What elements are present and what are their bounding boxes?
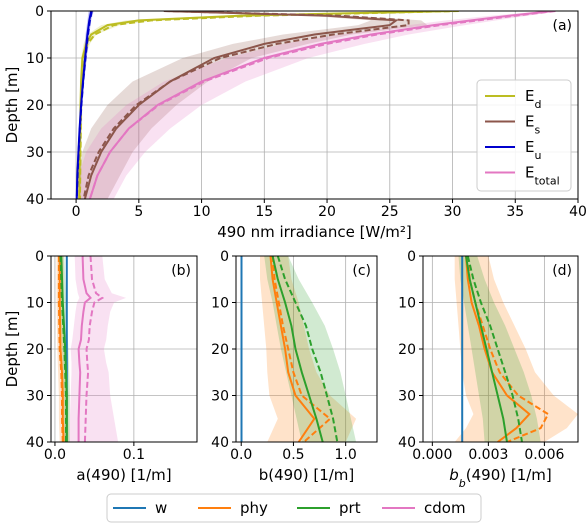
y-tick-label: 20 <box>398 342 416 358</box>
dashed-line-phy <box>466 256 550 442</box>
x-tick-label: 0.000 <box>412 447 452 463</box>
panel-d: 0.000 0.003 0.006 0 10 20 30 40 bb(490) [1/m] (d) <box>398 249 579 490</box>
y-tick-label: 10 <box>26 51 44 67</box>
legend-a-label: Es <box>525 113 540 137</box>
panel-b: 0.0 0.1 0 10 20 30 40 a(490) [1/m] Depth [m] (b) <box>3 249 198 484</box>
dashed-line-E_s <box>82 11 410 199</box>
line-cdom <box>77 256 92 442</box>
y-tick-label: 30 <box>26 145 44 161</box>
line-prt <box>465 256 508 442</box>
plot-area <box>75 11 560 199</box>
y-tick-label: 0 <box>35 249 44 265</box>
y-tick-label: 30 <box>26 389 44 405</box>
x-tick-label: 0.006 <box>524 447 564 463</box>
line-prt <box>271 256 324 442</box>
y-axis-label: Depth [m] <box>3 67 21 144</box>
panel-label: (b) <box>171 263 191 279</box>
x-tick-label: 0.003 <box>468 447 508 463</box>
dashed-line-phy <box>271 256 332 442</box>
legend-a-box <box>476 79 572 192</box>
legend-a-label: Ed <box>525 87 541 111</box>
legend-bottom-box <box>106 493 482 523</box>
dashed-line-prt <box>466 256 523 442</box>
x-axis-label: 490 nm irradiance [W/m²] <box>217 223 412 241</box>
plot-area <box>454 256 578 442</box>
x-tick-label: 0.0 <box>230 447 252 463</box>
y-tick-label: 20 <box>211 342 229 358</box>
panel-label: (c) <box>352 263 371 279</box>
x-tick-label: 25 <box>381 204 399 220</box>
x-tick-label: 0 <box>72 204 81 220</box>
x-tick-label: 10 <box>193 204 211 220</box>
x-tick-label: 0.5 <box>282 447 304 463</box>
y-axis-label: Depth [m] <box>3 311 21 388</box>
dashed-line-E_total <box>88 11 556 199</box>
y-tick-label: 10 <box>26 296 44 312</box>
y-tick-label: 0 <box>220 249 229 265</box>
x-tick-label: 30 <box>444 204 462 220</box>
band-phy <box>260 256 357 442</box>
band-cdom <box>69 256 126 442</box>
panel-a: 0 5 10 15 20 25 30 35 40 0 10 20 30 40 490 nm irradian… <box>3 4 586 241</box>
legend-bottom-label: phy <box>240 499 268 517</box>
legend-bottom-label: prt <box>339 499 361 517</box>
dashed-line-cdom <box>83 256 105 442</box>
plot-area <box>240 256 357 442</box>
x-tick-label: 15 <box>255 204 273 220</box>
y-tick-label: 30 <box>211 389 229 405</box>
x-tick-label: 1.0 <box>335 447 357 463</box>
x-tick-label: 0.0 <box>44 447 66 463</box>
y-tick-label: 30 <box>398 389 416 405</box>
legend-a-label: Etotal <box>525 164 560 188</box>
y-tick-label: 40 <box>26 192 44 208</box>
x-axis-label: a(490) [1/m] <box>76 466 171 484</box>
x-tick-label: 5 <box>134 204 143 220</box>
y-tick-label: 40 <box>211 435 229 451</box>
band-prt <box>458 256 541 442</box>
y-tick-label: 40 <box>26 435 44 451</box>
legend-bottom-label: w <box>155 499 167 517</box>
x-tick-label: 0.1 <box>123 447 145 463</box>
legend-bottom-label: cdom <box>424 499 466 517</box>
line-E_s <box>83 11 399 199</box>
band-E_s <box>76 11 428 199</box>
x-axis-label: b(490) [1/m] <box>259 466 355 484</box>
band-E_total <box>76 11 560 199</box>
x-tick-label: 20 <box>318 204 336 220</box>
panel-label: (d) <box>552 263 572 279</box>
dashed-line-phy <box>57 256 64 442</box>
y-tick-label: 0 <box>35 4 44 20</box>
line-phy <box>269 256 316 442</box>
band-phy <box>454 256 578 442</box>
x-axis-label: bb(490) [1/m] <box>449 466 552 490</box>
legend-a-label: Eu <box>525 138 541 162</box>
plot-area <box>56 256 126 442</box>
y-tick-label: 0 <box>407 249 416 265</box>
y-tick-label: 40 <box>398 435 416 451</box>
panel-c: 0.0 0.5 1.0 0 10 20 30 40 b(490) [1/m] (c) <box>211 249 378 484</box>
legend-bottom: w phy prt cdom <box>106 493 482 523</box>
x-tick-label: 35 <box>506 204 524 220</box>
panel-label: (a) <box>552 18 572 34</box>
y-tick-label: 10 <box>211 296 229 312</box>
y-tick-label: 10 <box>398 296 416 312</box>
dashed-line-E_u <box>75 11 93 199</box>
y-tick-label: 20 <box>26 98 44 114</box>
dashed-line-prt <box>276 256 339 442</box>
dashed-line-prt <box>59 256 67 442</box>
x-tick-label: 40 <box>569 204 586 220</box>
band-prt <box>264 256 357 442</box>
y-tick-label: 20 <box>26 342 44 358</box>
